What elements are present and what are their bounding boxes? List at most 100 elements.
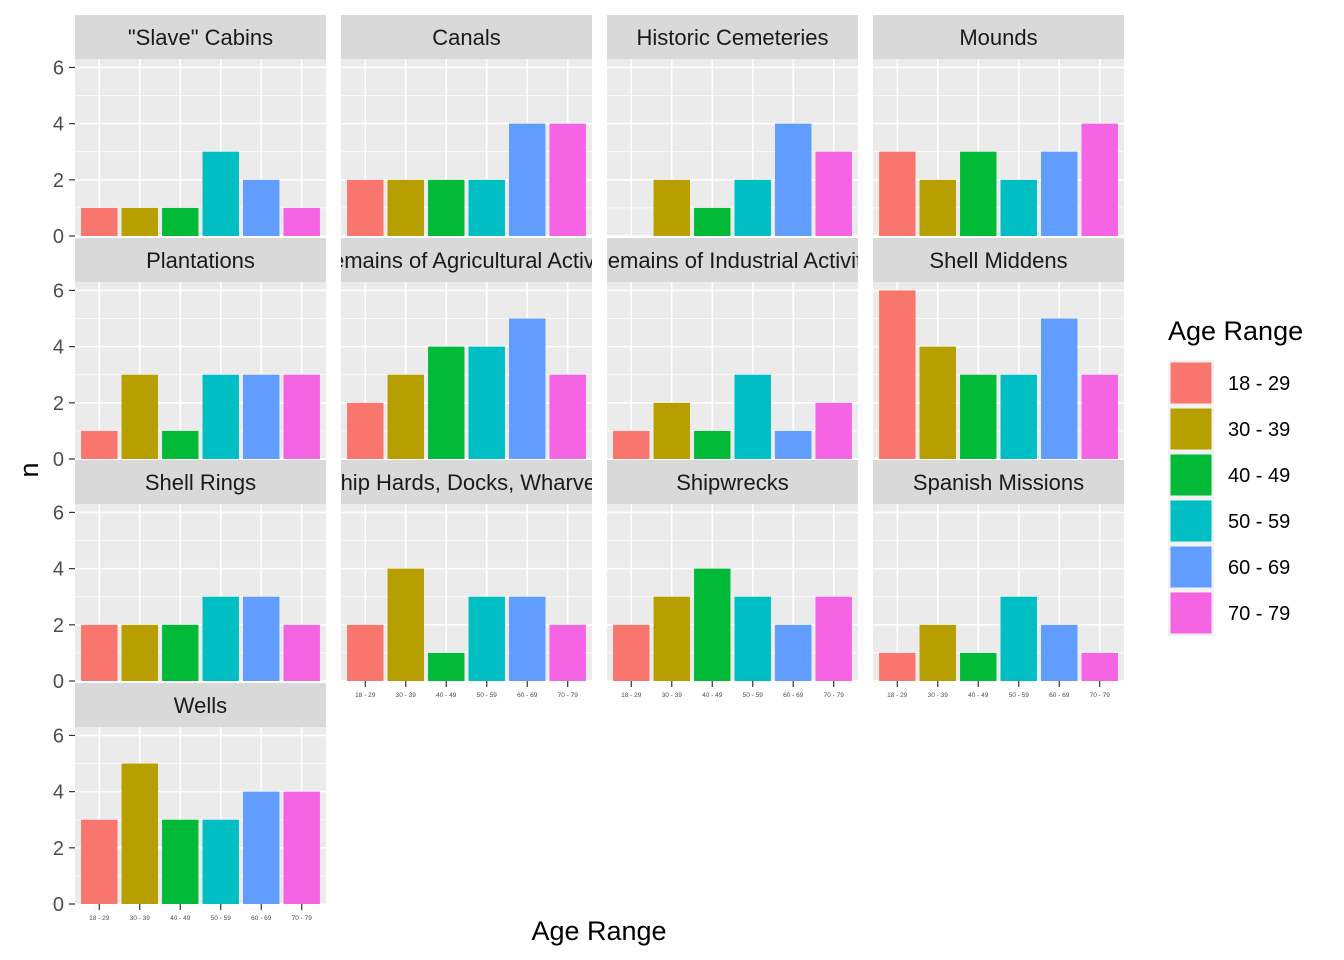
x-tick-label: 50 - 59 xyxy=(211,915,232,922)
bar-shell-middens-40-49 xyxy=(960,374,997,459)
x-tick-label: 30 - 39 xyxy=(130,915,151,922)
x-tick-label: 70 - 79 xyxy=(824,692,845,699)
facet-strip xyxy=(607,460,858,504)
facet-remains-of-industrial-activity: Remains of Industrial Activity xyxy=(592,238,873,460)
bar-canals-18-29 xyxy=(347,179,384,236)
facet-title: Remains of Industrial Activity xyxy=(592,248,873,273)
bar-canals-60-69 xyxy=(509,123,546,236)
bar-historic-cemeteries-60-69 xyxy=(775,123,812,236)
facet-strip xyxy=(75,460,326,504)
facet-shell-rings: Shell Rings 0 2 4 6 xyxy=(53,460,326,693)
facet-strip xyxy=(75,238,326,282)
x-tick-label: 40 - 49 xyxy=(170,915,191,922)
x-tick-label: 60 - 69 xyxy=(783,692,804,699)
x-tick-label: 50 - 59 xyxy=(1009,692,1030,699)
bar-spanish-missions-40-49 xyxy=(960,652,997,681)
x-tick-label: 50 - 59 xyxy=(477,692,498,699)
legend-key-50-59 xyxy=(1170,500,1212,542)
legend: Age Range 18 - 29 30 - 39 40 - 49 50 - 59 60… xyxy=(1168,316,1303,636)
y-tick-label: 4 xyxy=(53,559,64,581)
bar-slave-cabins-70-79 xyxy=(283,207,320,236)
facet-title: Shell Middens xyxy=(929,248,1067,273)
y-tick-label: 4 xyxy=(53,114,64,136)
panel-background xyxy=(873,504,1124,681)
x-tick-label: 40 - 49 xyxy=(968,692,989,699)
bar-remains-of-agricultural-activity-70-79 xyxy=(549,374,586,459)
facet-title: Historic Cemeteries xyxy=(637,25,829,50)
x-tick-label: 18 - 29 xyxy=(621,692,642,699)
bar-shell-rings-60-69 xyxy=(243,596,280,681)
bar-shell-middens-60-69 xyxy=(1041,318,1078,459)
facet-historic-cemeteries: Historic Cemeteries xyxy=(607,15,858,237)
facet-title: Mounds xyxy=(959,25,1037,50)
bar-canals-50-59 xyxy=(468,179,505,236)
legend-key-18-29 xyxy=(1170,362,1212,404)
y-tick-label: 0 xyxy=(53,226,64,248)
facet-strip xyxy=(607,15,858,59)
bar-remains-of-agricultural-activity-18-29 xyxy=(347,402,384,459)
bar-shell-rings-30-39 xyxy=(121,624,158,681)
x-tick-label: 30 - 39 xyxy=(928,692,949,699)
facet-strip xyxy=(75,683,326,727)
bar-ship-hards-docks-wharves-40-49 xyxy=(428,652,465,681)
bar-mounds-70-79 xyxy=(1081,123,1118,236)
bar-slave-cabins-18-29 xyxy=(81,207,118,236)
bar-shell-rings-50-59 xyxy=(202,596,239,681)
bar-historic-cemeteries-70-79 xyxy=(815,151,852,236)
bar-mounds-18-29 xyxy=(879,151,916,236)
bar-shell-middens-50-59 xyxy=(1000,374,1037,459)
x-tick-label: 18 - 29 xyxy=(355,692,376,699)
bar-remains-of-industrial-activity-18-29 xyxy=(613,430,650,459)
bar-remains-of-industrial-activity-40-49 xyxy=(694,430,731,459)
x-tick-label: 18 - 29 xyxy=(89,915,110,922)
y-tick-label: 0 xyxy=(53,894,64,916)
facet-title: Plantations xyxy=(146,248,255,273)
x-tick-label: 70 - 79 xyxy=(292,915,313,922)
y-tick-label: 6 xyxy=(53,280,64,302)
legend-key-60-69 xyxy=(1170,546,1212,588)
x-tick-label: 30 - 39 xyxy=(662,692,683,699)
facet-ship-hards-docks-wharves: Ship Hards, Docks, Wharves 18 - 29 30 - 39… xyxy=(341,460,592,699)
x-tick-label: 30 - 39 xyxy=(396,692,417,699)
y-tick-label: 2 xyxy=(53,615,64,637)
bar-shell-middens-30-39 xyxy=(919,346,956,459)
bar-plantations-60-69 xyxy=(243,374,280,459)
bar-remains-of-agricultural-activity-40-49 xyxy=(428,346,465,459)
facet-slave-cabins: "Slave" Cabins 0 2 4 6 xyxy=(53,15,326,248)
bar-spanish-missions-70-79 xyxy=(1081,652,1118,681)
x-axis-title: Age Range xyxy=(531,916,666,946)
bar-shipwrecks-50-59 xyxy=(734,596,771,681)
legend-key-70-79 xyxy=(1170,592,1212,634)
legend-label: 70 - 79 xyxy=(1228,603,1290,625)
bar-shipwrecks-30-39 xyxy=(653,596,690,681)
facet-plantations: Plantations 0 2 4 6 xyxy=(53,238,326,471)
bar-remains-of-industrial-activity-60-69 xyxy=(775,430,812,459)
facet-title: Wells xyxy=(174,693,227,718)
bar-wells-60-69 xyxy=(243,791,280,904)
facet-title: Canals xyxy=(432,25,500,50)
facet-strip xyxy=(607,238,858,282)
legend-label: 30 - 39 xyxy=(1228,419,1290,441)
bar-remains-of-agricultural-activity-60-69 xyxy=(509,318,546,459)
bar-spanish-missions-50-59 xyxy=(1000,596,1037,681)
bar-shipwrecks-18-29 xyxy=(613,624,650,681)
bar-spanish-missions-18-29 xyxy=(879,652,916,681)
bar-ship-hards-docks-wharves-60-69 xyxy=(509,596,546,681)
x-tick-label: 50 - 59 xyxy=(743,692,764,699)
facet-canals: Canals xyxy=(341,15,592,237)
facet-title: Spanish Missions xyxy=(913,470,1084,495)
bar-wells-70-79 xyxy=(283,791,320,904)
y-tick-label: 6 xyxy=(53,725,64,747)
bar-wells-30-39 xyxy=(121,763,158,904)
y-tick-label: 2 xyxy=(53,170,64,192)
bar-wells-18-29 xyxy=(81,819,118,904)
bar-shell-middens-70-79 xyxy=(1081,374,1118,459)
bar-slave-cabins-60-69 xyxy=(243,179,280,236)
facet-strip xyxy=(341,15,592,59)
y-tick-label: 4 xyxy=(53,337,64,359)
bar-ship-hards-docks-wharves-50-59 xyxy=(468,596,505,681)
x-tick-label: 60 - 69 xyxy=(251,915,272,922)
bar-remains-of-industrial-activity-30-39 xyxy=(653,402,690,459)
bar-remains-of-agricultural-activity-50-59 xyxy=(468,346,505,459)
